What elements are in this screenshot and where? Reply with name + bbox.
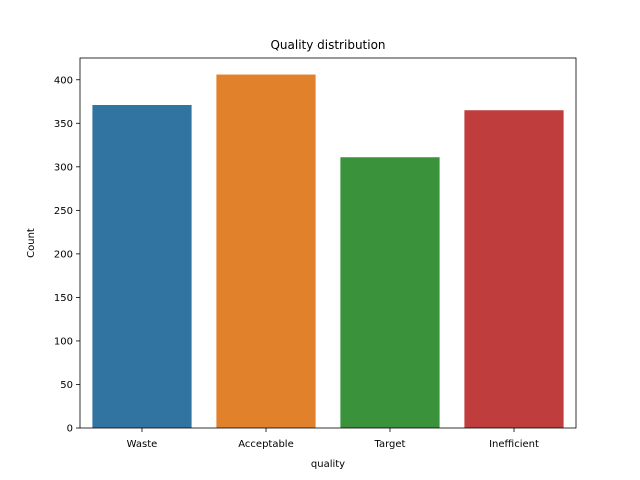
- x-tick-label: Target: [374, 439, 406, 450]
- chart-title: Quality distribution: [270, 38, 385, 52]
- y-tick-label: 50: [60, 380, 73, 391]
- x-axis-title: quality: [311, 459, 345, 470]
- bar-inefficient: [464, 110, 564, 428]
- y-tick-label: 300: [54, 162, 73, 173]
- bars-group: [92, 74, 564, 429]
- x-axis-ticks: Waste Acceptable Target Inefficient: [127, 428, 539, 450]
- bar-waste: [92, 105, 192, 428]
- x-tick-label: Waste: [127, 439, 158, 450]
- y-axis-ticks: 0 50 100 150 200 250 300 350 400: [54, 75, 80, 435]
- y-tick-label: 150: [54, 293, 73, 304]
- bar-target: [340, 157, 440, 428]
- y-tick-label: 200: [54, 249, 73, 260]
- y-axis-title: Count: [26, 228, 37, 258]
- y-tick-label: 400: [54, 75, 73, 86]
- x-tick-label: Acceptable: [238, 439, 294, 450]
- plot-frame: [79, 57, 577, 429]
- y-tick-label: 250: [54, 206, 73, 217]
- bar-acceptable: [216, 74, 316, 429]
- y-tick-label: 350: [54, 119, 73, 130]
- y-tick-label: 100: [54, 336, 73, 347]
- x-tick-label: Inefficient: [489, 439, 539, 450]
- y-tick-label: 0: [67, 424, 73, 435]
